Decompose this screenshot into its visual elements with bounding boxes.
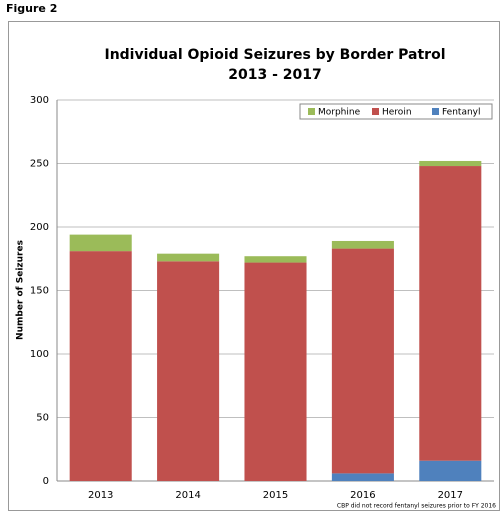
bar-segment [419, 460, 482, 481]
x-tick-label: 2013 [88, 490, 113, 501]
legend-swatch [308, 108, 315, 115]
y-tick-label: 150 [30, 286, 49, 297]
y-tick-label: 200 [30, 222, 49, 233]
x-tick-label: 2015 [263, 490, 288, 501]
bar-segment [331, 248, 394, 474]
bar-segment [69, 234, 132, 252]
footnote: CBP did not record fentanyl seizures pri… [337, 503, 496, 510]
bar-segment [419, 160, 482, 167]
legend-swatch [432, 108, 439, 115]
bar-segment [331, 240, 394, 249]
bar-segment [419, 166, 482, 461]
legend-label: Morphine [318, 108, 361, 118]
y-tick-label: 300 [30, 95, 49, 106]
bar-segment [244, 256, 307, 263]
bar-segment [69, 251, 132, 481]
chart-title: Individual Opioid Seizures by Border Pat… [104, 47, 445, 63]
legend-swatch [372, 108, 379, 115]
y-axis-label: Number of Seizures [16, 240, 26, 340]
legend-label: Heroin [382, 108, 412, 118]
bar-segment [244, 262, 307, 481]
y-tick-label: 50 [36, 413, 49, 424]
figure-label: Figure 2 [6, 2, 57, 15]
bar-segment [331, 473, 394, 481]
bar-segment [157, 261, 220, 481]
bar-segment [157, 253, 220, 262]
y-tick-label: 250 [30, 159, 49, 170]
y-tick-label: 100 [30, 349, 49, 360]
x-tick-label: 2016 [350, 490, 375, 501]
x-tick-label: 2017 [438, 490, 463, 501]
x-tick-label: 2014 [175, 490, 200, 501]
chart-subtitle: 2013 - 2017 [228, 67, 322, 83]
legend-label: Fentanyl [442, 108, 481, 118]
y-tick-label: 0 [43, 476, 49, 487]
legend-box [299, 103, 493, 120]
